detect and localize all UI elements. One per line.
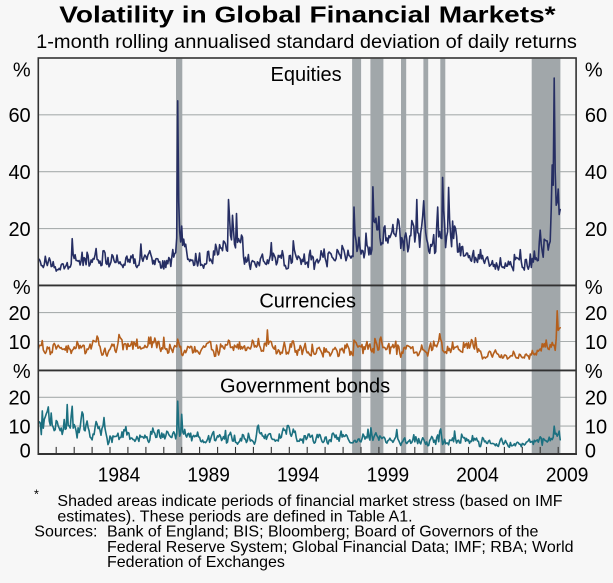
svg-text:20: 20 bbox=[8, 303, 30, 325]
svg-text:%: % bbox=[13, 277, 31, 299]
svg-text:*: * bbox=[34, 488, 39, 502]
svg-text:1999: 1999 bbox=[367, 465, 410, 487]
svg-text:60: 60 bbox=[8, 105, 30, 127]
svg-text:20: 20 bbox=[8, 388, 30, 410]
svg-text:20: 20 bbox=[585, 388, 607, 410]
svg-text:10: 10 bbox=[585, 416, 607, 438]
svg-text:estimates). These periods are: estimates). These periods are defined in… bbox=[57, 508, 412, 525]
svg-text:10: 10 bbox=[585, 332, 607, 354]
svg-text:%: % bbox=[13, 59, 31, 81]
svg-text:%: % bbox=[13, 361, 31, 383]
svg-text:Federal Reserve System; Global: Federal Reserve System; Global Financial… bbox=[107, 539, 574, 556]
svg-text:1-month rolling annualised sta: 1-month rolling annualised standard devi… bbox=[36, 32, 577, 53]
svg-text:Shaded areas indicate periods: Shaded areas indicate periods of financi… bbox=[57, 493, 562, 510]
svg-text:40: 40 bbox=[585, 162, 607, 184]
svg-text:0: 0 bbox=[20, 441, 31, 463]
svg-text:60: 60 bbox=[585, 105, 607, 127]
svg-text:%: % bbox=[585, 277, 603, 299]
svg-text:10: 10 bbox=[8, 332, 30, 354]
svg-text:0: 0 bbox=[585, 441, 596, 463]
svg-text:%: % bbox=[585, 59, 603, 81]
svg-text:20: 20 bbox=[8, 219, 30, 241]
svg-text:Volatility in Global Financial: Volatility in Global Financial Markets* bbox=[59, 2, 556, 28]
svg-text:Bank of England; BIS; Bloomber: Bank of England; BIS; Bloomberg; Board o… bbox=[107, 524, 538, 541]
svg-text:40: 40 bbox=[8, 162, 30, 184]
svg-text:20: 20 bbox=[585, 303, 607, 325]
svg-text:Currencies: Currencies bbox=[259, 291, 356, 313]
svg-text:20: 20 bbox=[585, 219, 607, 241]
svg-text:2009: 2009 bbox=[546, 465, 589, 487]
svg-text:1989: 1989 bbox=[187, 465, 230, 487]
svg-text:Federation of Exchanges: Federation of Exchanges bbox=[107, 554, 285, 571]
svg-text:1994: 1994 bbox=[277, 465, 320, 487]
svg-text:2004: 2004 bbox=[456, 465, 499, 487]
svg-text:Equities: Equities bbox=[271, 64, 342, 86]
svg-text:Sources:: Sources: bbox=[34, 524, 97, 541]
svg-text:10: 10 bbox=[8, 416, 30, 438]
svg-text:%: % bbox=[585, 361, 603, 383]
svg-text:Government bonds: Government bonds bbox=[220, 375, 390, 397]
svg-text:1984: 1984 bbox=[98, 465, 141, 487]
